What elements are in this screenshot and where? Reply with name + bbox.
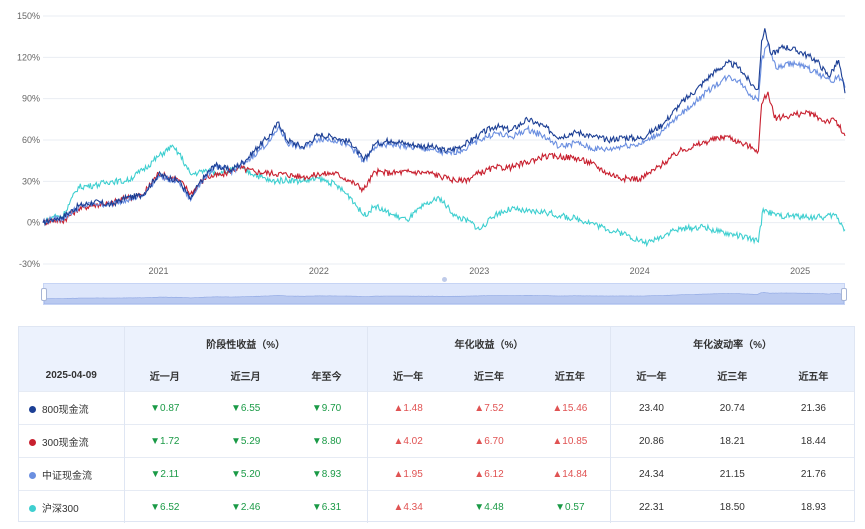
row-name: 300现金流	[19, 424, 124, 458]
table-cell: 23.40	[610, 391, 692, 425]
col-header: 近三年	[691, 359, 773, 392]
table-cell: ▼8.93	[286, 457, 368, 491]
table-cell: 21.76	[772, 457, 854, 491]
y-axis-labels: 150% 120% 90% 60% 30% 0% -30%	[17, 11, 40, 269]
x-tick-label: 2022	[309, 266, 329, 276]
table-cell: ▼4.48	[448, 490, 530, 523]
time-range-slider[interactable]	[41, 277, 847, 305]
table-cell: ▲6.12	[448, 457, 530, 491]
slider-drag-dot[interactable]	[442, 277, 447, 282]
table-cell: ▲4.34	[366, 490, 449, 523]
row-name-label: 300现金流	[42, 437, 89, 449]
x-tick-label: 2025	[790, 266, 810, 276]
y-tick-label: 90%	[22, 94, 40, 104]
y-tick-label: 60%	[22, 135, 40, 145]
table-cell: ▼5.20	[205, 457, 287, 491]
series-line-0	[42, 28, 846, 227]
col-header: 近一月	[123, 359, 206, 392]
table-cell: 18.44	[772, 424, 854, 458]
table-cell: ▲1.95	[366, 457, 449, 491]
table-cell: ▲1.48	[366, 391, 449, 425]
table-cell: ▼0.57	[529, 490, 611, 523]
table-row: 沪深300 ▼6.52 ▼2.46 ▼6.31 ▲4.34 ▼4.48 ▼0.57 22.31…	[19, 490, 854, 523]
table-cell: ▲10.85	[529, 424, 611, 458]
y-tick-label: 30%	[22, 176, 40, 186]
table-cell: 21.15	[691, 457, 773, 491]
table-row: 800现金流 ▼0.87 ▼6.55 ▼9.70 ▲1.48 ▲7.52 ▲15.46 23.…	[19, 391, 854, 425]
table-cell: ▼6.52	[123, 490, 206, 523]
group-header-volatility: 年化波动率（%）	[610, 327, 854, 359]
x-tick-label: 2021	[148, 266, 168, 276]
table-cell: ▲6.70	[448, 424, 530, 458]
table-cell: 24.34	[610, 457, 692, 491]
table-cell: ▼0.87	[123, 391, 206, 425]
y-tick-label: 0%	[27, 218, 40, 228]
x-tick-label: 2024	[630, 266, 650, 276]
header-empty	[19, 327, 124, 359]
row-name-label: 中证现金流	[42, 470, 92, 482]
col-header: 近五年	[529, 359, 611, 392]
y-tick-label: 150%	[17, 11, 40, 21]
table-row: 300现金流 ▼1.72 ▼5.29 ▼8.80 ▲4.02 ▲6.70 ▲10.85 20.…	[19, 424, 854, 458]
legend-dot-icon	[29, 505, 36, 513]
row-name: 中证现金流	[19, 457, 124, 491]
table-cell: ▲7.52	[448, 391, 530, 425]
slider-right-handle[interactable]	[841, 288, 847, 301]
line-chart: 150% 120% 90% 60% 30% 0% -30% 2021 2022 2023 2024…	[17, 11, 846, 276]
table-cell: 18.21	[691, 424, 773, 458]
table-cell: ▼1.72	[123, 424, 206, 458]
table-cell: ▼6.31	[286, 490, 368, 523]
x-axis-labels: 2021 2022 2023 2024 2025	[148, 266, 810, 276]
legend-dot-icon	[29, 472, 36, 480]
table-cell: 22.31	[610, 490, 692, 523]
col-header: 近三年	[448, 359, 530, 392]
table-cell: 21.36	[772, 391, 854, 425]
y-tick-label: 120%	[17, 52, 40, 62]
table-cell: ▲4.02	[366, 424, 449, 458]
series-line-2	[42, 42, 846, 225]
row-name: 800现金流	[19, 391, 124, 425]
chart-grid	[43, 15, 845, 265]
slider-left-handle[interactable]	[41, 288, 47, 301]
slider-preview	[44, 292, 844, 304]
y-tick-label: -30%	[19, 259, 40, 269]
x-tick-label: 2023	[469, 266, 489, 276]
series-line-1	[42, 91, 846, 226]
table-cell: 18.93	[772, 490, 854, 523]
col-header: 近三月	[205, 359, 287, 392]
table-cell: ▼9.70	[286, 391, 368, 425]
row-name-label: 沪深300	[42, 503, 79, 515]
table-row: 中证现金流 ▼2.11 ▼5.20 ▼8.93 ▲1.95 ▲6.12 ▲14.84 24.3…	[19, 457, 854, 491]
table-cell: ▼6.55	[205, 391, 287, 425]
row-name: 沪深300	[19, 490, 124, 523]
table-cell: ▼2.46	[205, 490, 287, 523]
chart-series	[42, 28, 846, 248]
table-cell: ▼2.11	[123, 457, 206, 491]
group-header-period: 阶段性收益（%）	[123, 327, 368, 359]
date-label: 2025-04-09	[19, 359, 124, 392]
table-cell: 20.86	[610, 424, 692, 458]
table-cell: ▲14.84	[529, 457, 611, 491]
table-cell: ▼5.29	[205, 424, 287, 458]
table-cell: ▼8.80	[286, 424, 368, 458]
table-cell: ▲15.46	[529, 391, 611, 425]
col-header: 近一年	[610, 359, 692, 392]
series-line-3	[42, 144, 846, 248]
row-name-label: 800现金流	[42, 404, 89, 416]
performance-table: 阶段性收益（%） 年化收益（%） 年化波动率（%） 2025-04-09 近一月…	[18, 326, 855, 523]
table-cell: 18.50	[691, 490, 773, 523]
legend-dot-icon	[29, 406, 36, 414]
col-header: 近一年	[366, 359, 449, 392]
col-header: 年至今	[286, 359, 368, 392]
legend-dot-icon	[29, 439, 36, 447]
col-header: 近五年	[772, 359, 854, 392]
group-header-annual-return: 年化收益（%）	[366, 327, 611, 359]
table-cell: 20.74	[691, 391, 773, 425]
